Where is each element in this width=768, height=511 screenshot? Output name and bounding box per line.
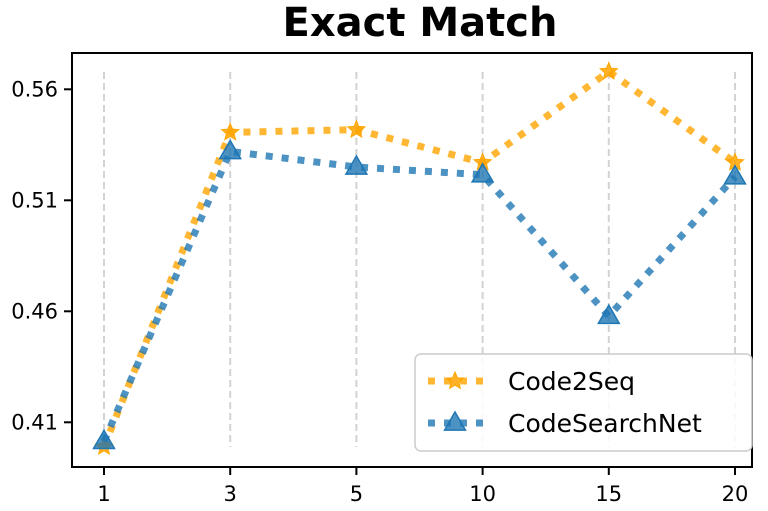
data-point-codesearchnet: [92, 428, 116, 450]
legend-label: Code2Seq: [508, 367, 635, 396]
y-tick-label: 0.51: [11, 188, 58, 212]
series-line-codesearchnet: [100, 147, 738, 443]
x-tick-label: 20: [722, 482, 749, 506]
x-tick-label: 3: [224, 482, 237, 506]
y-tick-label: 0.56: [11, 77, 58, 101]
plot-frame: [71, 52, 753, 468]
data-point-code2seq: [346, 119, 367, 139]
data-point-codesearchnet: [344, 154, 369, 175]
series-line-code2seq: [100, 67, 738, 449]
data-point-code2seq: [598, 61, 619, 80]
data-point-codesearchnet: [597, 303, 621, 325]
data-point-codesearchnet: [218, 138, 242, 160]
data-point-codesearchnet: [723, 164, 747, 185]
x-tick-label: 1: [97, 482, 110, 506]
x-tick-label: 5: [350, 482, 363, 506]
data-point-codesearchnet: [470, 162, 495, 183]
y-tick-label: 0.41: [11, 410, 58, 434]
legend-marker: [445, 370, 465, 390]
legend-marker: [443, 410, 467, 431]
data-point-code2seq: [220, 122, 241, 141]
y-tick-label: 0.46: [11, 299, 58, 323]
legend-label: CodeSearchNet: [508, 409, 702, 438]
x-tick-label: 10: [469, 482, 496, 506]
legend: Code2Seq CodeSearchNet: [414, 353, 753, 452]
x-tick-label: 15: [595, 482, 622, 506]
chart-title: Exact Match: [283, 0, 558, 46]
